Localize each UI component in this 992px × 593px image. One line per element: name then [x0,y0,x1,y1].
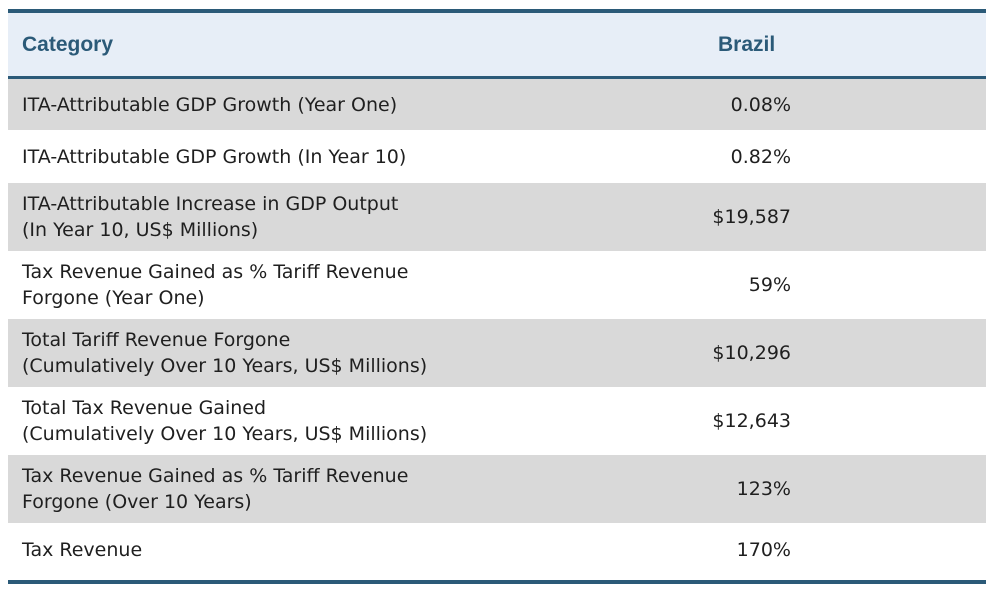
row-value: $19,587 [712,206,791,228]
bottom-rule [8,580,986,584]
table-row: Tax Revenue Gained as % Tariff Revenue F… [8,455,986,523]
row-category: Total Tariff Revenue Forgone (Cumulative… [22,329,428,377]
table-row: Total Tax Revenue Gained (Cumulatively O… [8,387,986,455]
row-category: Tax Revenue Gained as % Tariff Revenue F… [22,465,409,513]
row-value: 123% [736,478,791,500]
row-category: Tax Revenue Gained as % Tariff Revenue F… [22,261,409,309]
row-value: 170% [736,538,791,561]
data-table: Category Brazil ITA-Attributable GDP Gro… [8,9,986,584]
table-header: Category Brazil [8,13,986,79]
row-category: Tax Revenue [22,538,143,561]
row-category: ITA-Attributable GDP Growth (Year One) [22,93,398,116]
header-category: Category [22,32,114,56]
table-row: ITA-Attributable GDP Growth (Year One) 0… [8,79,986,130]
row-value: 0.08% [730,93,791,116]
top-rule [8,9,986,13]
row-value: $10,296 [712,342,791,364]
table-row: ITA-Attributable Increase in GDP Output … [8,183,986,251]
table-row: Tax Revenue Gained as % Tariff Revenue F… [8,251,986,319]
header-brazil: Brazil [718,32,776,56]
row-value: $12,643 [712,410,791,432]
row-category: Total Tax Revenue Gained (Cumulatively O… [22,397,428,445]
table-row: Tax Revenue 170% [8,523,986,576]
table-row: Total Tariff Revenue Forgone (Cumulative… [8,319,986,387]
row-category: ITA-Attributable GDP Growth (In Year 10) [22,145,407,168]
row-value: 59% [748,274,791,296]
row-value: 0.82% [730,145,791,168]
table-row: ITA-Attributable GDP Growth (In Year 10)… [8,130,986,183]
row-category: ITA-Attributable Increase in GDP Output … [22,193,399,241]
